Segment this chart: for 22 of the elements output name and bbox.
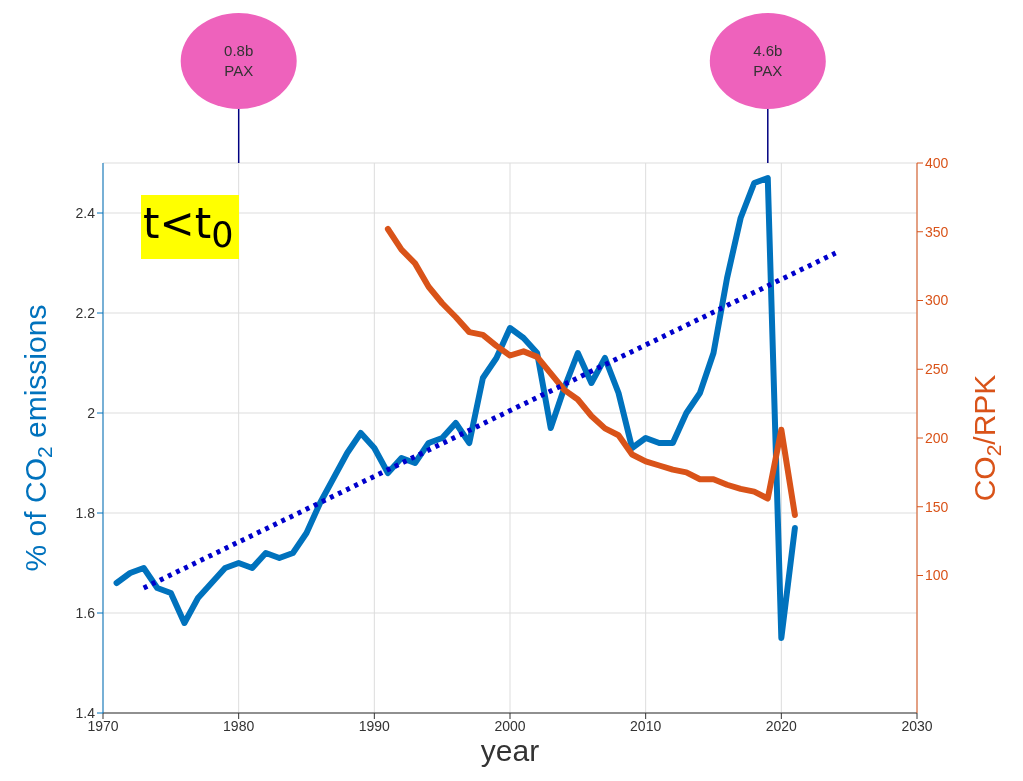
x-tick-label: 2030 [901,717,933,734]
x-tick-label: 2020 [765,717,798,734]
y2-tick-label: 350 [925,223,949,240]
x-tick-label: 1980 [223,717,255,734]
y-tick-label: 1.8 [75,504,96,521]
y-tick-label: 2.4 [75,204,96,221]
text: 0.8b PAX [224,42,254,79]
y-tick-label: 1.6 [75,604,96,621]
x-tick-label: 1990 [358,717,391,734]
annotation: t<t$_{0}$ [141,195,240,260]
text: 4.6b PAX [753,42,783,79]
y2-tick-label: 300 [925,292,949,309]
y-tick-label: 2.2 [75,304,96,321]
y2-tick-label: 150 [925,498,949,515]
y2-tick-label: 400 [925,154,949,171]
y-tick-label: 2 [87,404,96,421]
y2-tick-label: 200 [925,429,949,446]
x-tick-label: 2000 [494,717,526,734]
y2-tick-label: 250 [925,361,949,378]
x-tick-label: 2010 [630,717,662,734]
y2-tick-label: 100 [925,567,949,584]
x-axis-title: year [480,734,540,767]
